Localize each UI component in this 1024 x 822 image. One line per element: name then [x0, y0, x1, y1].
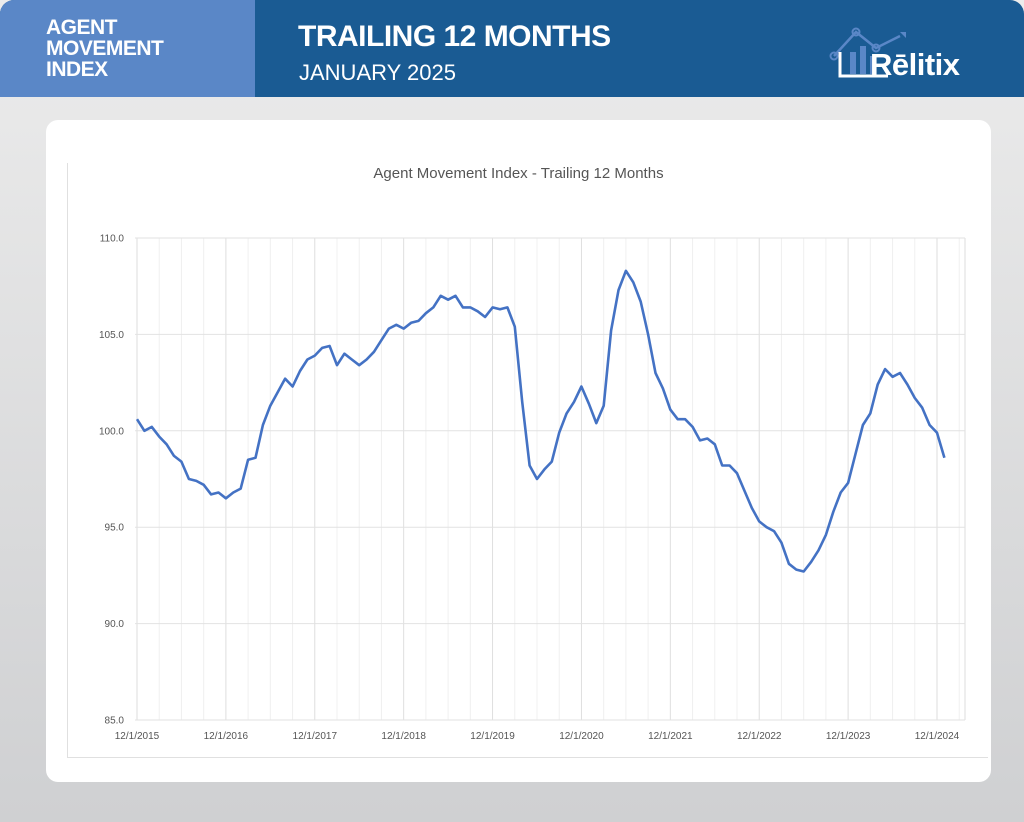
y-tick-label: 100.0: [99, 426, 124, 437]
section-label-line: INDEX: [46, 58, 108, 81]
section-label: AGENT MOVEMENT INDEX: [46, 16, 164, 81]
y-tick-label: 90.0: [105, 619, 125, 630]
logo-chart-icon: [829, 27, 906, 78]
x-tick-label: 12/1/2020: [559, 731, 604, 742]
chart-title: Agent Movement Index - Trailing 12 Month…: [373, 165, 664, 182]
section-label-box: AGENT MOVEMENT INDEX: [0, 0, 255, 97]
series-line: [135, 269, 946, 573]
logo-text: Rēlitix: [870, 47, 960, 82]
x-tick-label: 12/1/2021: [648, 731, 693, 742]
x-tick-label: 12/1/2024: [915, 731, 960, 742]
y-tick-label: 105.0: [99, 330, 124, 341]
x-tick-label: 12/1/2018: [381, 731, 426, 742]
data-points: [136, 270, 945, 572]
section-label-line: MOVEMENT: [46, 37, 164, 60]
x-tick-label: 12/1/2019: [470, 731, 515, 742]
relitix-logo: Rēlitix: [828, 16, 998, 82]
x-tick-label: 12/1/2016: [204, 731, 249, 742]
chart-frame: [67, 163, 988, 758]
report-date: JANUARY 2025: [299, 60, 456, 85]
x-tick-label: 12/1/2022: [737, 731, 782, 742]
y-tick-label: 110.0: [100, 234, 125, 245]
header-banner: AGENT MOVEMENT INDEX TRAILING 12 MONTHS …: [0, 0, 1024, 97]
report-title: TRAILING 12 MONTHS: [298, 20, 611, 53]
y-tick-label: 95.0: [105, 523, 125, 534]
section-label-line: AGENT: [46, 16, 118, 39]
x-tick-label: 12/1/2015: [115, 731, 160, 742]
x-tick-label: 12/1/2017: [293, 731, 338, 742]
x-tick-label: 12/1/2023: [826, 731, 871, 742]
y-tick-label: 85.0: [105, 716, 125, 727]
